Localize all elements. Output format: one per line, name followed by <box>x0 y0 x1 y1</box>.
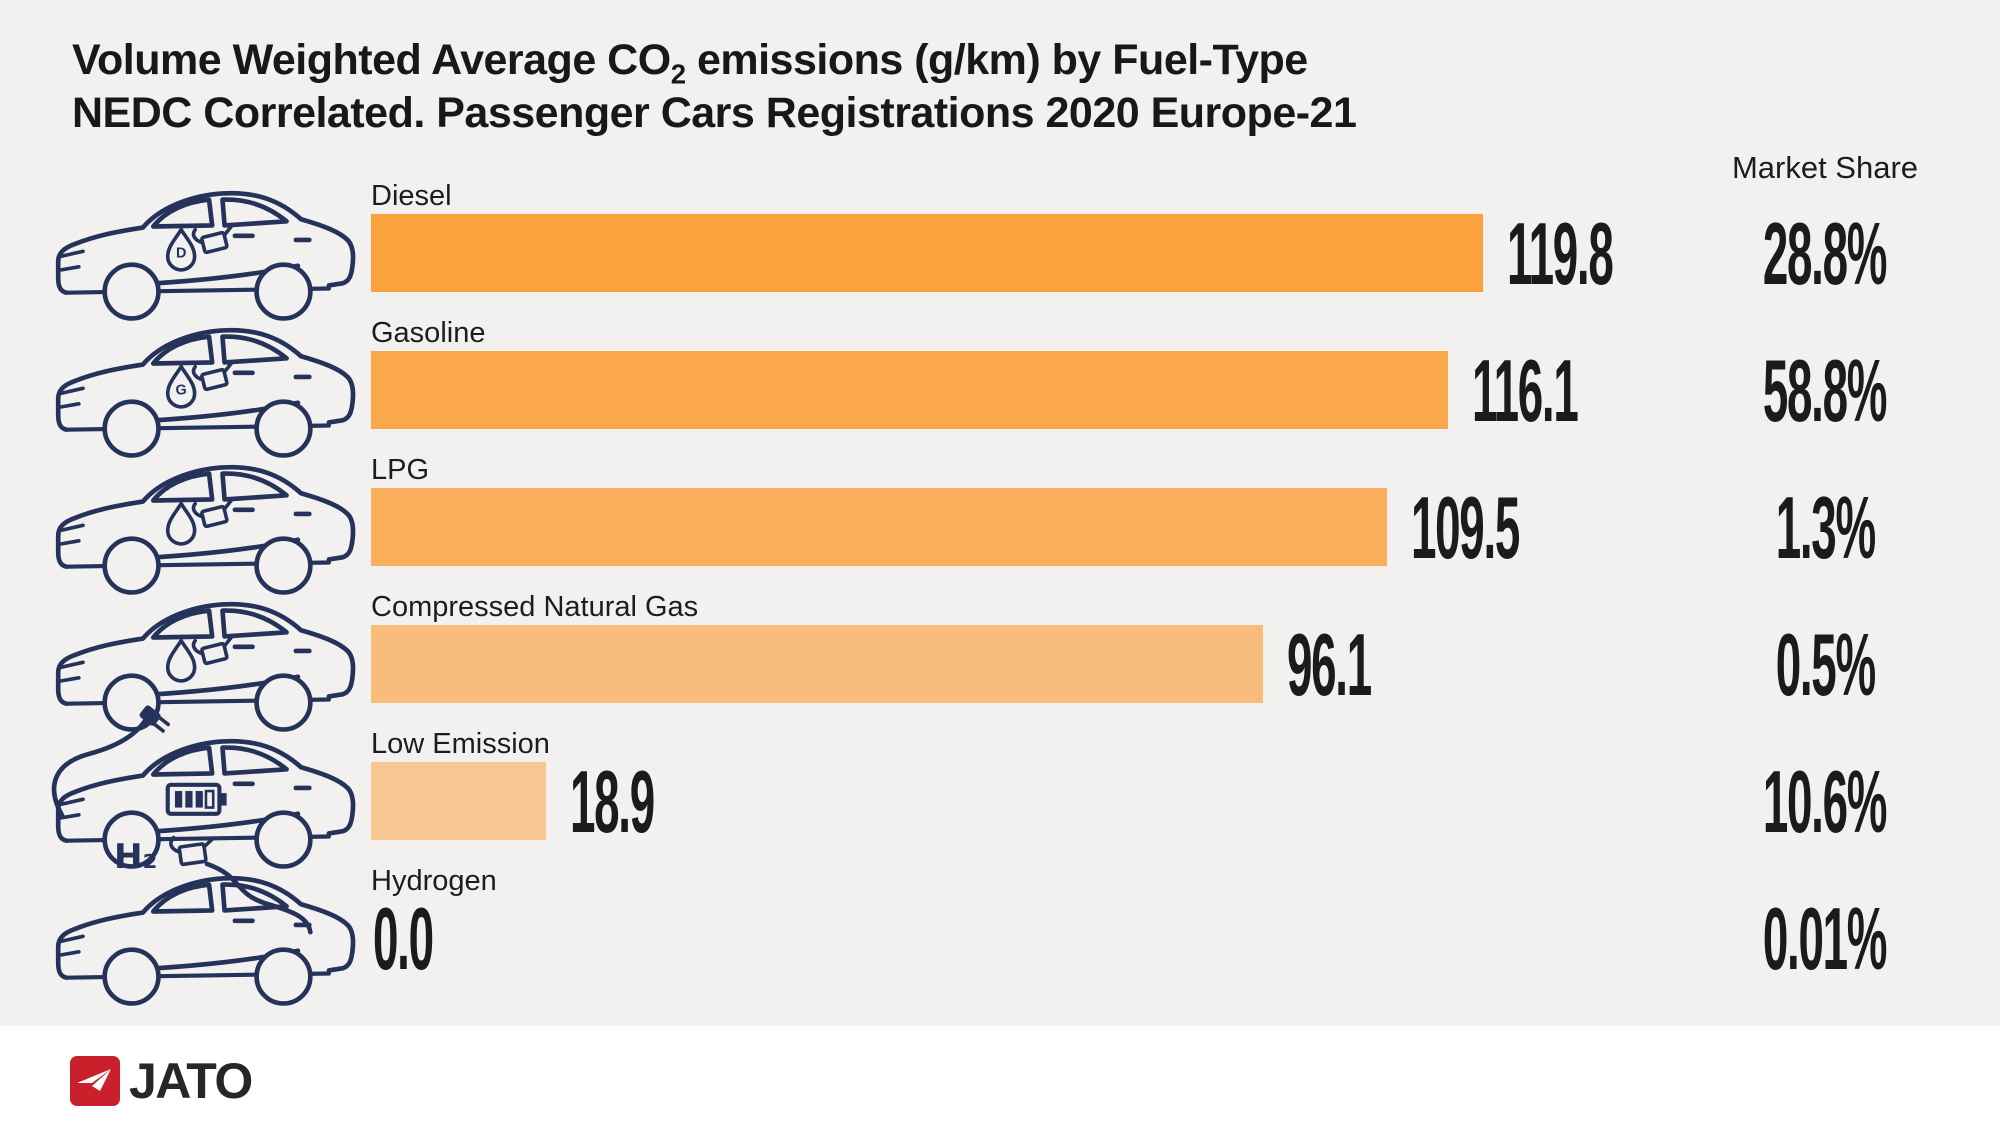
chart-row-low-emission: Low Emission 18.9 10.6% <box>0 705 2000 865</box>
fuel-type-label: Compressed Natural Gas <box>371 591 699 623</box>
battery-icon <box>165 782 227 816</box>
svg-text:G: G <box>176 383 187 399</box>
market-share-value: 0.5% <box>1775 615 1875 714</box>
emissions-value: 0.0 <box>373 889 434 988</box>
market-share-value: 1.3% <box>1775 478 1875 577</box>
market-share-value: 0.01% <box>1763 889 1888 988</box>
emissions-bar <box>371 488 1387 566</box>
h2-label: H₂ <box>114 837 157 877</box>
chart-row-lpg: LPG 109.5 1.3% <box>0 454 2000 591</box>
jato-logo-text: JATO <box>129 1053 253 1109</box>
electric-car-icon <box>51 702 362 878</box>
chart-row-hydrogen: H₂ Hydrogen 0.0 0.01% <box>0 830 2000 1002</box>
chart-row-diesel: D Diesel 119.8 28.8% <box>0 180 2000 317</box>
chart-title-line1: Volume Weighted Average CO2 emissions (g… <box>72 36 1308 90</box>
emissions-value: 18.9 <box>570 752 655 851</box>
diesel-car-icon: D <box>52 154 362 330</box>
emissions-bar <box>371 762 546 840</box>
fuel-type-label: Hydrogen <box>371 865 497 897</box>
fuel-type-label: LPG <box>371 454 430 486</box>
chart-area: Volume Weighted Average CO2 emissions (g… <box>0 0 2000 1026</box>
chart-title: Volume Weighted Average CO2 emissions (g… <box>72 34 1357 141</box>
chart-row-gasoline: G Gasoline 116.1 58.8% <box>0 317 2000 454</box>
market-share-value: 58.8% <box>1763 341 1888 440</box>
fuel-type-label: Low Emission <box>371 728 550 760</box>
emissions-bar <box>371 214 1483 292</box>
plug-icon <box>139 705 170 733</box>
jato-logo-mark-icon <box>70 1056 120 1106</box>
market-share-column-header: Market Share <box>1731 150 1919 185</box>
emissions-value: 119.8 <box>1507 204 1614 303</box>
chart-row-cng: Compressed Natural Gas 96.1 0.5% <box>0 591 2000 728</box>
jato-logo: JATO <box>70 1052 253 1110</box>
chart-title-line2: NEDC Correlated. Passenger Cars Registra… <box>72 89 1357 138</box>
emissions-value: 96.1 <box>1287 615 1372 714</box>
market-share-value: 10.6% <box>1763 752 1888 851</box>
emissions-bar <box>371 351 1448 429</box>
market-share-value: 28.8% <box>1763 204 1888 303</box>
fuel-type-label: Gasoline <box>371 317 486 349</box>
svg-text:D: D <box>176 246 186 262</box>
hydrogen-car-icon: H₂ <box>52 830 362 1015</box>
emissions-bar <box>371 625 1263 703</box>
fuel-type-label: Diesel <box>371 180 452 212</box>
gasoline-car-icon: G <box>52 291 362 467</box>
emissions-value: 109.5 <box>1411 478 1520 577</box>
emissions-value: 116.1 <box>1472 341 1579 440</box>
